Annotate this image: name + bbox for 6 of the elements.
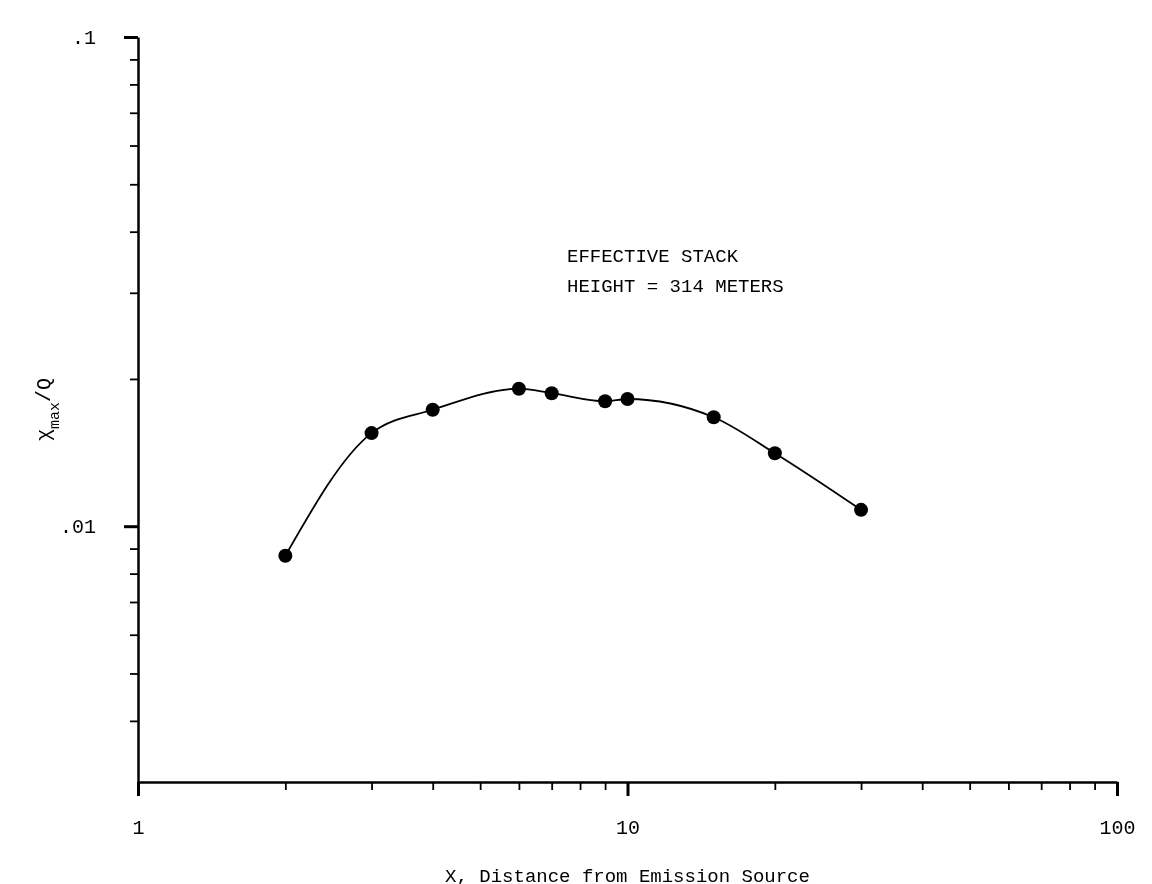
x-tick-label: 100 <box>1099 817 1136 841</box>
y-tick-label: .01 <box>59 516 96 540</box>
x-tick-label: 1 <box>132 817 145 841</box>
x-tick-label: 10 <box>615 817 641 841</box>
annotation: EFFECTIVE STACK HEIGHT = 314 METERS <box>567 246 784 298</box>
y-tick-label: .1 <box>71 26 96 50</box>
